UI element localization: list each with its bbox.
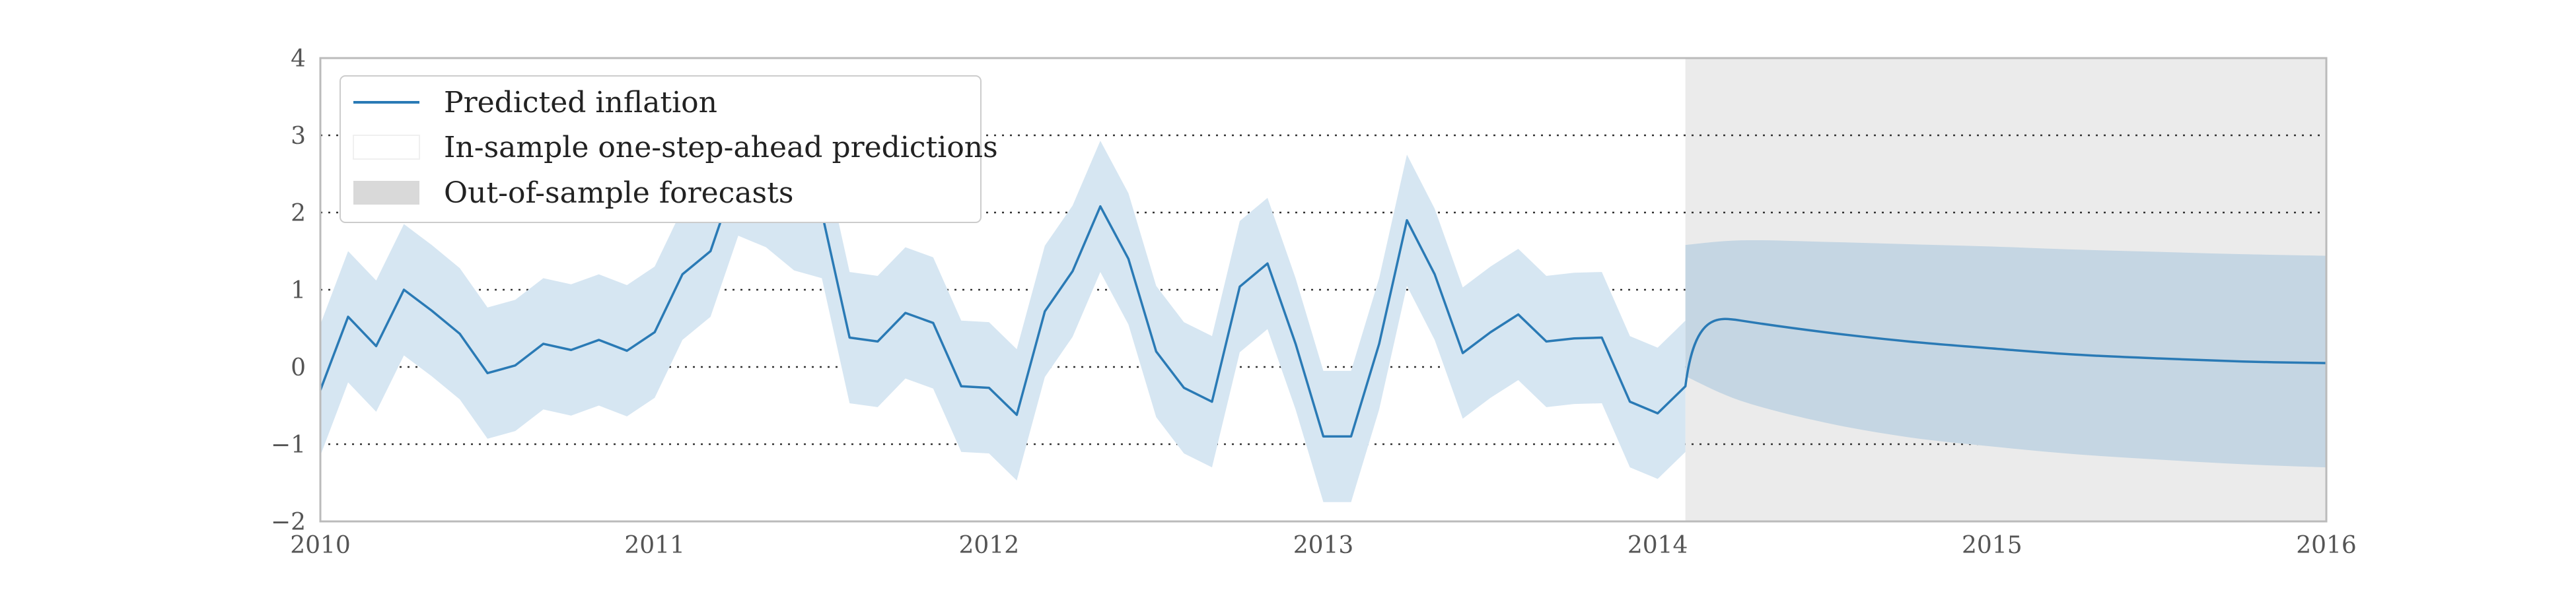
in-sample-confidence-band [320, 104, 1686, 502]
x-tick-label-0: 2010 [290, 532, 351, 559]
y-tick-label-1: −1 [271, 432, 306, 459]
legend-white-swatch [353, 135, 420, 160]
predicted-inflation-line [319, 168, 2327, 438]
x-axis-tick-labels: 2010 2011 2012 2013 2014 2015 2016 [290, 532, 2357, 559]
plot-area [319, 57, 2328, 523]
x-tick-label-5: 2015 [1962, 532, 2022, 559]
legend-label-in-sample: In-sample one-step-ahead predictions [444, 131, 998, 164]
legend: Predicted inflation In-sample one-step-a… [340, 75, 998, 223]
legend-gray-swatch [353, 181, 419, 205]
x-tick-label-1: 2011 [624, 532, 685, 559]
y-tick-label-0: −2 [271, 509, 306, 536]
axes-frame [319, 57, 2328, 523]
legend-label-predicted: Predicted inflation [444, 86, 717, 119]
legend-label-out-of-sample: Out-of-sample forecasts [444, 176, 793, 210]
x-tick-label-3: 2013 [1293, 532, 1354, 559]
y-axis-tick-labels: −2 −1 0 1 2 3 4 [271, 46, 306, 536]
x-tick-label-6: 2016 [2296, 532, 2357, 559]
forecast-confidence-band [1685, 240, 2326, 468]
x-tick-label-2: 2012 [959, 532, 1020, 559]
x-tick-label-4: 2014 [1628, 532, 1688, 559]
y-tick-label-3: 1 [291, 277, 306, 304]
legend-frame [340, 75, 982, 223]
y-tick-label-4: 2 [291, 200, 306, 227]
y-tick-label-6: 4 [291, 46, 306, 73]
y-tick-label-2: 0 [291, 354, 306, 381]
y-tick-label-5: 3 [291, 123, 306, 150]
